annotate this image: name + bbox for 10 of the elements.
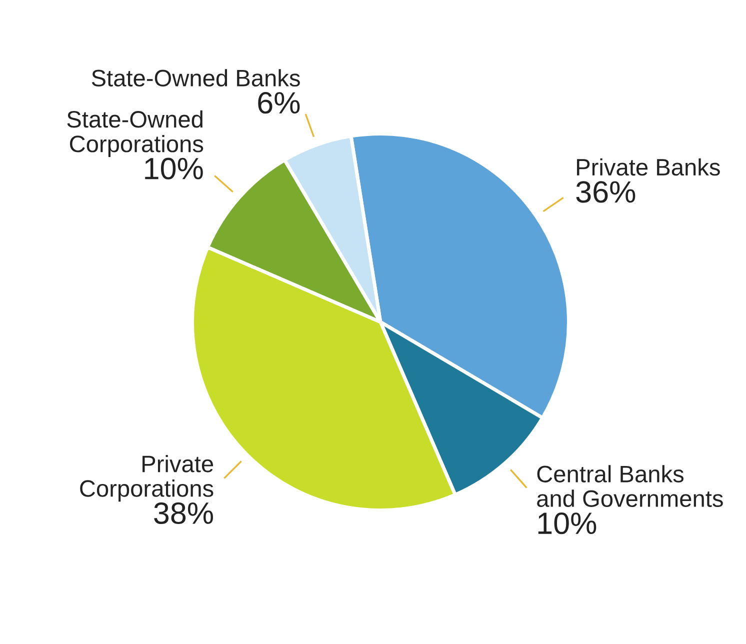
slice-label: State-Owned Corporations — [67, 110, 204, 157]
slice-label: Private Banks — [577, 158, 720, 176]
slice-label: State-Owned Banks — [92, 69, 300, 87]
slice-label: Central Banks and Governments — [537, 465, 723, 508]
data-label: 10% — [145, 158, 203, 180]
slice-label: Private Corporations — [80, 454, 214, 502]
data-label: 6% — [258, 92, 300, 114]
data-label: 38% — [154, 502, 213, 524]
data-label: 36% — [576, 181, 636, 203]
data-label: 10% — [538, 512, 596, 534]
